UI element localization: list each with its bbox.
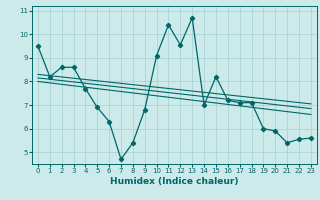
X-axis label: Humidex (Indice chaleur): Humidex (Indice chaleur): [110, 177, 239, 186]
